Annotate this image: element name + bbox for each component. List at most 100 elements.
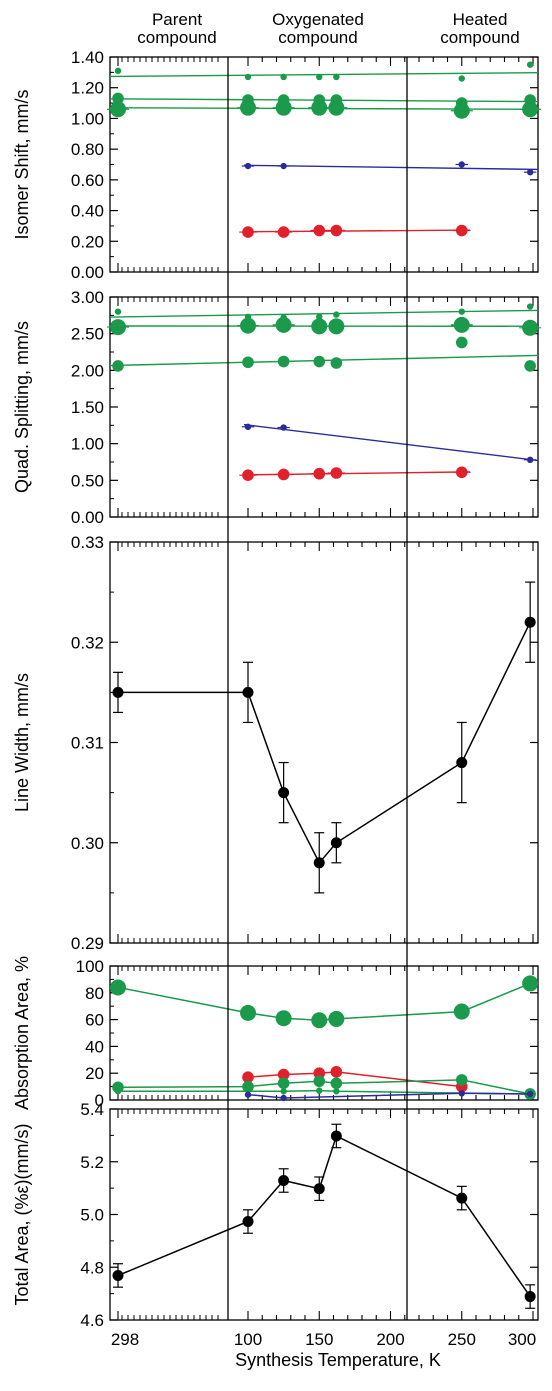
y-tick-label: 0.50: [71, 471, 104, 490]
panel-5: 4.6 4.8 5.0 5.2 5.4 Total Area, (%ε)(mm/s): [12, 1100, 539, 1330]
y-tick-label: 5.4: [80, 1100, 104, 1119]
x-tick-label: 298: [111, 1330, 139, 1349]
series-1-line: [118, 621, 531, 865]
data-point: [114, 1088, 122, 1095]
data-point: [455, 336, 468, 349]
x-tick-label: 300: [508, 1330, 536, 1349]
data-point: [313, 1067, 326, 1079]
data-point: [316, 313, 323, 320]
data-point: [242, 1071, 254, 1084]
y-axis-label: Absorption Area, %: [12, 956, 32, 1110]
data-point: [333, 311, 340, 318]
data-point: [112, 686, 124, 698]
data-point: [112, 92, 124, 105]
y-axis-label: Total Area, (%ε)(mm/s): [12, 1123, 32, 1305]
data-point: [524, 616, 536, 628]
y-tick-label: 0.00: [71, 508, 104, 527]
data-point: [242, 1216, 254, 1228]
data-point: [112, 360, 124, 372]
data-point: [242, 1080, 254, 1093]
column-header-3: Heated compound: [440, 10, 519, 47]
y-tick-label: 1.20: [71, 79, 104, 98]
data-point: [114, 308, 122, 315]
y-tick-label: 1.40: [71, 48, 104, 67]
plot-frame: [109, 541, 539, 944]
data-point: [456, 757, 468, 769]
data-point: [277, 1068, 290, 1081]
data-point: [277, 355, 290, 368]
y-tick-label: 3.00: [71, 288, 104, 307]
y-tick-label: 80: [85, 984, 104, 1003]
panel-1: 0.00 0.20 0.40 0.60 0.80 1.00 1.20 1.40 Isomer S…: [12, 48, 542, 282]
panel-2: 0.00 0.50 1.00 1.50 2.00 2.50 3.00 Quad. Splitt…: [12, 288, 542, 527]
panel-4: 0 20 40 60 80 100 Absorption Area, %: [12, 956, 539, 1110]
data-point: [114, 67, 122, 75]
data-point: [456, 1192, 468, 1204]
y-tick-label: 1.50: [71, 398, 104, 417]
data-point: [524, 360, 536, 372]
data-point: [313, 857, 325, 869]
y-tick-label: 0: [95, 1091, 104, 1110]
data-point: [316, 1087, 323, 1094]
data-point: [455, 1074, 468, 1086]
data-point: [330, 1077, 343, 1090]
data-point: [242, 686, 254, 698]
data-point: [278, 1175, 290, 1187]
data-point: [280, 1088, 287, 1095]
data-point: [242, 356, 254, 369]
data-point: [311, 1012, 328, 1029]
data-point: [313, 355, 326, 368]
y-tick-label: 0.33: [71, 533, 104, 552]
data-point: [333, 1088, 340, 1095]
x-tick-label: 250: [448, 1330, 476, 1349]
series-4-fit-line: [243, 164, 539, 171]
y-tick-label: 0.00: [71, 263, 104, 282]
data-point: [458, 1090, 465, 1097]
y-tick-label: 1.00: [71, 435, 104, 454]
y-tick-label: 5.0: [80, 1206, 104, 1225]
y-tick-label: 100: [76, 957, 104, 976]
y-tick-label: 0.32: [71, 633, 104, 652]
data-point: [524, 1291, 536, 1303]
y-tick-label: 4.8: [80, 1258, 104, 1277]
data-point: [526, 1090, 534, 1098]
data-point: [280, 1094, 287, 1102]
column-header-2: Oxygenated compound: [272, 10, 364, 47]
series-5-line: [247, 1092, 531, 1099]
y-tick-label: 0.40: [71, 202, 104, 221]
y-tick-label: 0.31: [71, 734, 104, 753]
data-point: [278, 787, 290, 799]
series-1-fit-line: [109, 309, 539, 318]
x-tick-label: 200: [376, 1330, 404, 1349]
y-tick-label: 40: [85, 1037, 104, 1056]
data-point: [328, 1010, 345, 1027]
x-axis-label: Synthesis Temperature, K: [235, 1350, 441, 1370]
plot-frame: [109, 56, 539, 273]
data-point: [244, 73, 252, 81]
x-tick-label: 150: [305, 1330, 333, 1349]
data-point: [330, 357, 343, 369]
series-4-fit-line: [243, 423, 539, 462]
data-point: [275, 1010, 292, 1027]
data-point: [458, 308, 465, 315]
y-tick-label: 5.2: [80, 1153, 104, 1172]
y-tick-label: 2.00: [71, 361, 104, 380]
y-tick-label: 0.20: [71, 232, 104, 251]
data-point: [313, 1183, 325, 1195]
y-tick-label: 0.60: [71, 171, 104, 190]
data-point: [280, 73, 287, 81]
y-tick-label: 2.50: [71, 325, 104, 344]
panel-3: 0.29 0.30 0.31 0.32 0.33 Line Width, mm/s: [12, 533, 539, 953]
data-point: [240, 1004, 256, 1021]
x-tick-label: 100: [234, 1330, 262, 1349]
data-point: [330, 1130, 342, 1142]
y-tick-label: 0.30: [71, 834, 104, 853]
data-point: [277, 1077, 290, 1090]
y-tick-label: 0.29: [71, 934, 104, 953]
data-point: [458, 75, 465, 82]
data-point: [330, 837, 342, 849]
y-tick-label: 20: [85, 1064, 104, 1083]
data-point: [316, 73, 323, 81]
data-point: [333, 73, 340, 81]
